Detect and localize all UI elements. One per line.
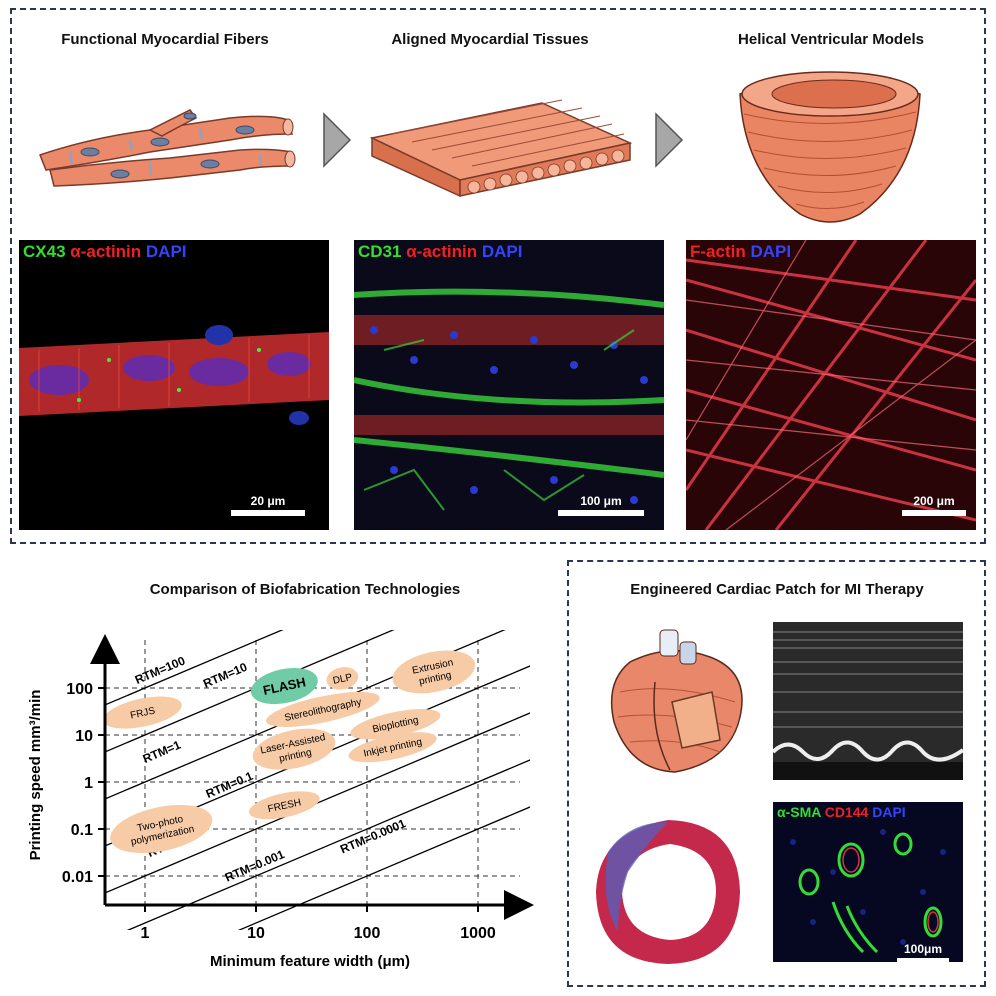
scale-bar-tissues: 100 μm bbox=[558, 494, 644, 516]
rtm-line bbox=[105, 630, 284, 706]
technology-dlp: DLP bbox=[326, 667, 359, 690]
y-axis-label: Printing speed mm³/min bbox=[27, 690, 44, 861]
y-tick-label: 0.01 bbox=[62, 869, 93, 886]
chart-title: Comparison of Biofabrication Technologie… bbox=[149, 581, 461, 598]
arrow-right-icon-2 bbox=[655, 112, 684, 168]
technology-marker bbox=[392, 650, 476, 694]
vessel-stain-image: α-SMA CD144 DAPI 100μm bbox=[773, 802, 963, 962]
stain-cx43: CX43 bbox=[23, 242, 66, 261]
stain-factin: F-actin bbox=[690, 242, 746, 261]
top-panel-frame bbox=[10, 8, 986, 544]
technology-marker bbox=[326, 667, 359, 690]
rtm-line bbox=[237, 806, 530, 930]
x-tick-label: 1 bbox=[141, 925, 150, 942]
heart-patch-illustration bbox=[610, 629, 743, 773]
technology-marker bbox=[103, 696, 182, 729]
technology-marker bbox=[249, 791, 320, 820]
heart-section-stain-image bbox=[596, 820, 740, 964]
right-panel-title: Engineered Cardiac Patch for MI Therapy bbox=[630, 581, 924, 598]
rtm-label: RTM=10 bbox=[201, 660, 249, 691]
technology-label: DLP bbox=[332, 672, 354, 687]
scale-bar-label-2: 100 μm bbox=[580, 494, 622, 508]
stain-label-fibers: CX43 α-actinin DAPI bbox=[23, 242, 187, 262]
technology-marker bbox=[252, 728, 336, 770]
stain-dapi-3: DAPI bbox=[750, 242, 792, 261]
rtm-line bbox=[105, 712, 530, 894]
technology-fresh: FRESH bbox=[249, 791, 320, 820]
technology-bioplotting: Bioplotting bbox=[350, 709, 441, 740]
scale-bar-label-4: 100μm bbox=[903, 942, 943, 956]
technology-marker bbox=[348, 732, 437, 763]
rtm-label: RTM=1 bbox=[141, 738, 183, 766]
technology-marker bbox=[110, 804, 213, 854]
stain-dapi-2: DAPI bbox=[481, 242, 523, 261]
stain-cd144: CD144 bbox=[824, 804, 869, 820]
stain-cd31: CD31 bbox=[358, 242, 402, 261]
echocardiogram-image bbox=[773, 622, 963, 780]
stain-dapi: DAPI bbox=[145, 242, 187, 261]
y-tick-label: 1 bbox=[84, 775, 93, 792]
y-tick-label: 10 bbox=[75, 728, 93, 745]
scale-bar-vessel: 100μm bbox=[897, 942, 949, 962]
stain-label-tissues: CD31 α-actinin DAPI bbox=[358, 242, 522, 262]
technology-label: FRJS bbox=[129, 706, 156, 722]
aligned-tissue-illustration bbox=[369, 99, 633, 198]
myocardial-fibers-illustration bbox=[39, 109, 296, 187]
scale-bar-label-3: 200 μm bbox=[913, 494, 955, 508]
x-tick-label: 1000 bbox=[460, 925, 496, 942]
technology-inkjet-printing: Inkjet printing bbox=[348, 732, 437, 763]
technology-marker bbox=[350, 709, 441, 740]
rtm-label: RTM=0.001 bbox=[223, 847, 287, 885]
micrograph-tissues: CD31 α-actinin DAPI 100 μm bbox=[354, 240, 664, 530]
y-tick-label: 100 bbox=[66, 681, 93, 698]
stain-actinin-2: α-actinin bbox=[406, 242, 478, 261]
rtm-line bbox=[126, 759, 530, 930]
rtm-line bbox=[105, 630, 395, 753]
stain-dapi-4: DAPI bbox=[872, 804, 906, 820]
y-tick-label: 0.1 bbox=[71, 822, 93, 839]
technology-marker bbox=[266, 691, 380, 727]
stain-label-ventricular: F-actin DAPI bbox=[690, 242, 791, 262]
technology-marker bbox=[250, 667, 318, 705]
x-axis-label: Minimum feature width (μm) bbox=[210, 953, 410, 970]
technology-frjs: FRJS bbox=[103, 696, 182, 729]
micrograph-ventricular: F-actin DAPI 200 μm bbox=[686, 240, 976, 530]
technology-flash: FLASH bbox=[250, 667, 318, 705]
right-panel-frame bbox=[567, 560, 986, 987]
x-tick-label: 10 bbox=[247, 925, 265, 942]
helical-ventricle-illustration bbox=[739, 71, 921, 223]
section-title-tissues: Aligned Myocardial Tissues bbox=[391, 31, 589, 48]
stain-asma: α-SMA bbox=[777, 804, 821, 820]
arrow-right-icon bbox=[323, 112, 352, 168]
biofabrication-chart: RTM=100RTM=10RTM=1RTM=0.1RTM=0.01RTM=0.0… bbox=[27, 630, 534, 970]
section-title-fibers: Functional Myocardial Fibers bbox=[61, 31, 269, 48]
x-tick-label: 100 bbox=[354, 925, 381, 942]
scale-bar-ventricular: 200 μm bbox=[902, 494, 966, 516]
section-title-ventricular: Helical Ventricular Models bbox=[738, 31, 924, 48]
scale-bar-fibers: 20 μm bbox=[231, 494, 305, 516]
stain-label-vessel: α-SMA CD144 DAPI bbox=[777, 804, 906, 820]
micrograph-fibers: CX43 α-actinin DAPI 20 μm bbox=[19, 240, 329, 530]
stain-actinin: α-actinin bbox=[70, 242, 142, 261]
scale-bar-label: 20 μm bbox=[250, 494, 286, 508]
